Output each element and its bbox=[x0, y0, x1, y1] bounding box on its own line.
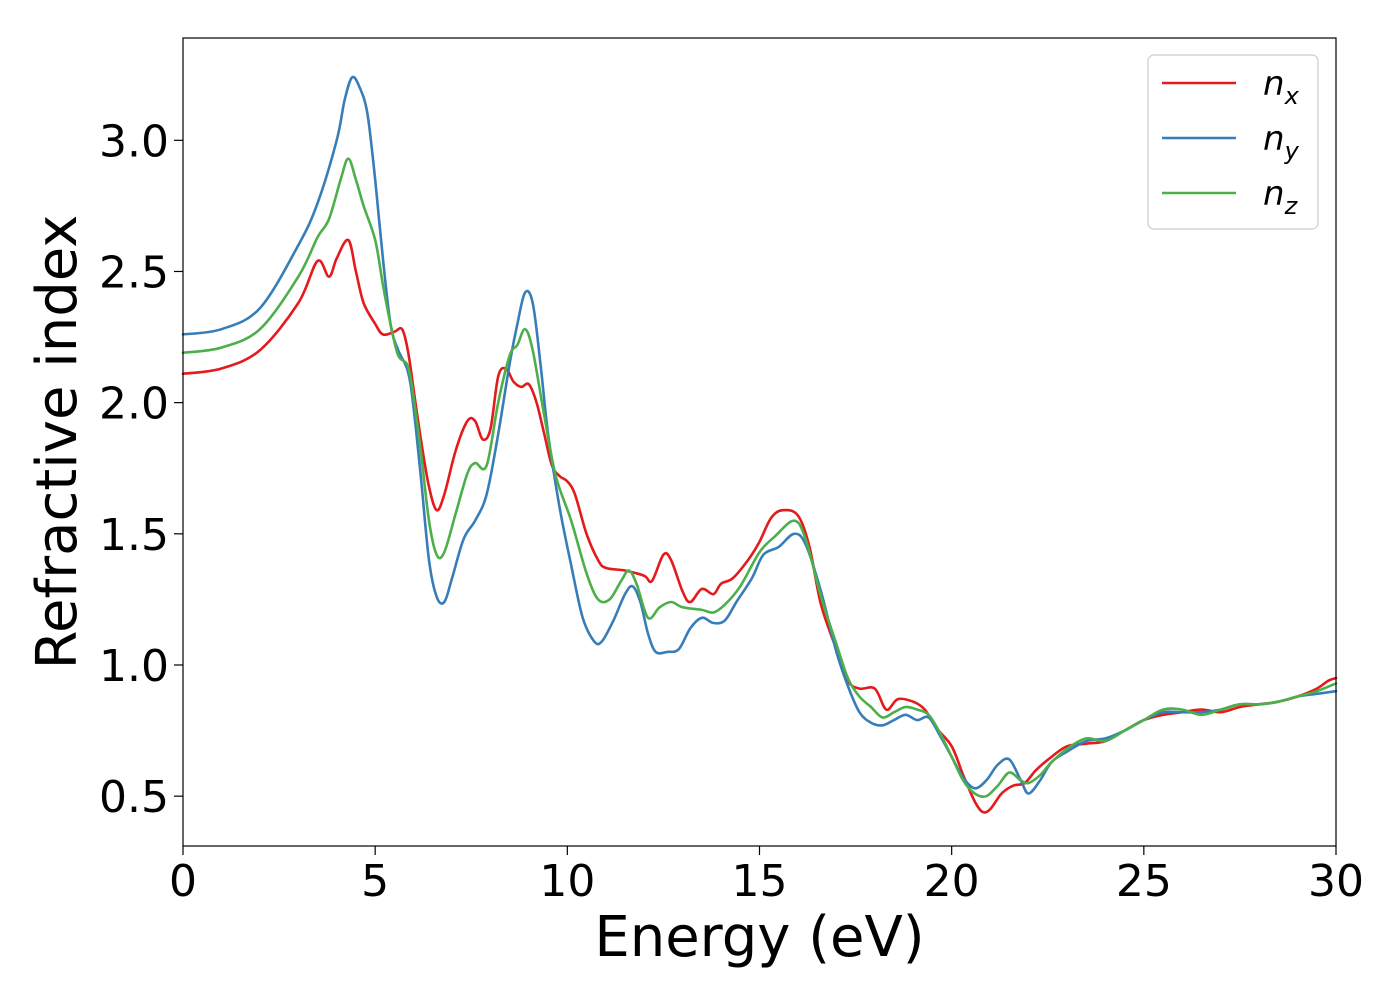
x-axis-title: Energy (eV) bbox=[594, 905, 924, 970]
x-tick-label: 15 bbox=[732, 856, 788, 907]
x-tick-label: 25 bbox=[1116, 856, 1172, 907]
x-tick-label: 10 bbox=[539, 856, 595, 907]
x-tick-label: 30 bbox=[1308, 856, 1364, 907]
y-tick-label: 1.5 bbox=[99, 510, 169, 561]
legend-label-base: n bbox=[1263, 119, 1285, 159]
legend-label-subscript: z bbox=[1284, 192, 1299, 220]
x-tick-label: 5 bbox=[361, 856, 389, 907]
legend-label-subscript: x bbox=[1284, 82, 1300, 110]
series-line-z bbox=[181, 157, 1338, 799]
legend-label-base: n bbox=[1263, 64, 1285, 104]
x-tick-label: 20 bbox=[924, 856, 980, 907]
y-tick-label: 2.0 bbox=[99, 379, 169, 430]
legend-box bbox=[1147, 54, 1319, 230]
y-tick-label: 3.0 bbox=[99, 116, 169, 167]
legend-label-subscript: y bbox=[1284, 137, 1300, 165]
legend-label-z: nz bbox=[1263, 174, 1299, 220]
y-axis-title: Refractive index bbox=[25, 215, 90, 670]
y-tick-label: 0.5 bbox=[99, 772, 169, 823]
y-tick-label: 2.5 bbox=[99, 247, 169, 298]
y-tick-label: 1.0 bbox=[99, 641, 169, 692]
legend-label-x: nx bbox=[1263, 64, 1300, 110]
series-layer bbox=[181, 75, 1338, 814]
ticks-layer: 0 5 10 15 20 25 30 0.5 1.0 1.5 2.0 2.5 3.0 bbox=[99, 116, 1364, 907]
legend-label-base: n bbox=[1263, 174, 1285, 214]
legend-label-y: ny bbox=[1263, 119, 1300, 165]
x-tick-label: 0 bbox=[169, 856, 197, 907]
